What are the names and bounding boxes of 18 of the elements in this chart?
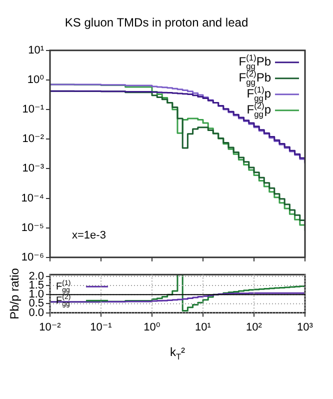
x-tick-label: 10³: [297, 321, 314, 334]
y-tick-label: 10⁰: [27, 74, 45, 86]
y-tick-label: 10⁻²: [22, 133, 44, 146]
x-tick-label: 10⁻²: [39, 321, 62, 334]
y-tick-label: 10⁻³: [22, 162, 44, 175]
x-tick-label: 10¹: [195, 321, 212, 334]
y-tick-label: 0.0: [28, 306, 44, 319]
y-tick-label: 10⁻¹: [22, 104, 44, 116]
annotation: x=1e-3: [72, 229, 106, 242]
y-tick-label: 10⁻⁶: [21, 251, 44, 264]
x-tick-label: 10⁻¹: [90, 321, 112, 334]
chart-title: KS gluon TMDs in proton and lead: [64, 16, 248, 30]
x-tick-label: 10²: [246, 321, 262, 334]
y-axis-title: Pb/p ratio: [8, 268, 22, 320]
y-tick-label: 10⁻⁵: [21, 222, 44, 234]
y-tick-label: 10¹: [28, 44, 44, 56]
x-tick-label: 10⁰: [144, 321, 161, 334]
y-tick-label: 10⁻⁴: [21, 192, 44, 204]
